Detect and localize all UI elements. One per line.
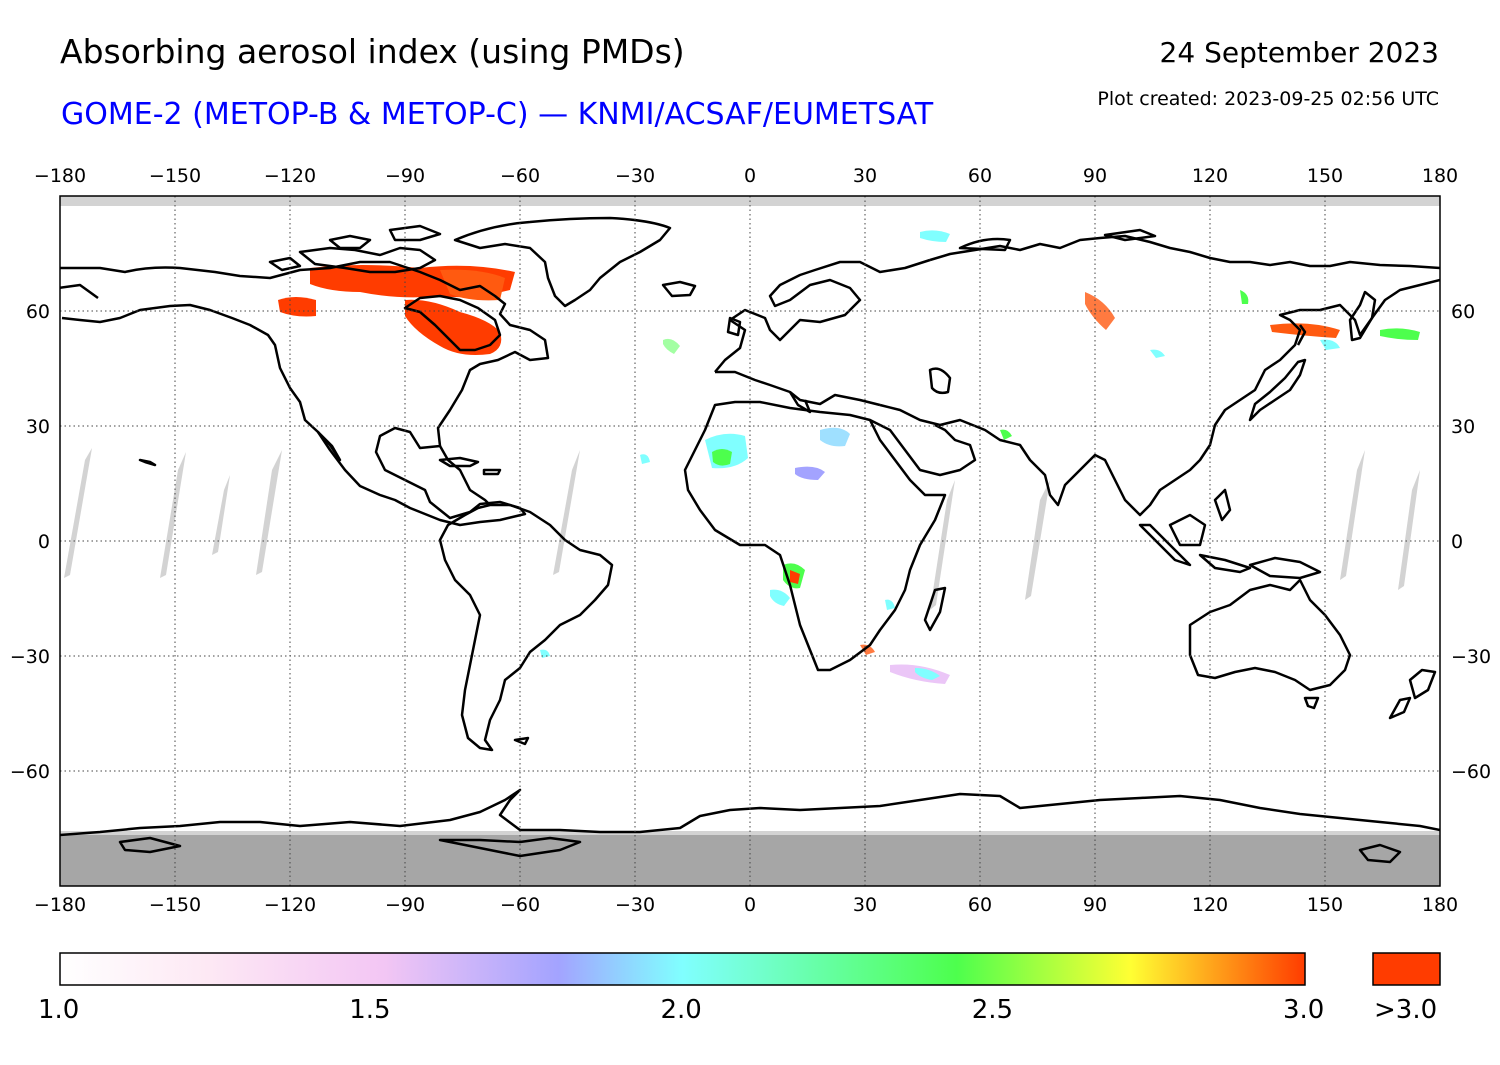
colorbar-tick-label: 2.5 [971, 995, 1014, 1025]
lat-tick-label-left: 60 [26, 301, 50, 323]
lon-tick-label-top: 0 [744, 165, 756, 187]
lon-tick-label-bottom: −180 [34, 894, 86, 916]
lon-tick-label-bottom: −150 [149, 894, 201, 916]
colorbar-tick-label: 1.0 [38, 995, 80, 1025]
lon-tick-label-bottom: −60 [500, 894, 540, 916]
lon-tick-label-top: −90 [385, 165, 425, 187]
lon-tick-label-bottom: 0 [744, 894, 756, 916]
aerosol-signal-patches [278, 230, 1420, 684]
lon-tick-label-top: 180 [1422, 165, 1458, 187]
lon-tick-label-top: 60 [968, 165, 992, 187]
coastlines [60, 216, 1440, 864]
lon-tick-label-bottom: 90 [1083, 894, 1107, 916]
colorbar-over-label: >3.0 [1374, 995, 1438, 1025]
graticule [60, 196, 1440, 886]
map-axis-ticks: −180 −180 −150 −150 −120 −120 −90 −90 −60 −60 −30 −… [10, 165, 1491, 916]
lon-tick-label-bottom: 60 [968, 894, 992, 916]
map-frame [59, 195, 1441, 887]
lon-tick-label-bottom: 150 [1307, 894, 1343, 916]
lat-tick-label-right: 30 [1451, 416, 1475, 438]
lon-tick-label-top: 120 [1192, 165, 1228, 187]
map-panel [60, 196, 1440, 886]
colorbar [59, 952, 1306, 986]
lat-tick-label-left: 30 [26, 416, 50, 438]
lon-tick-label-bottom: −90 [385, 894, 425, 916]
lon-tick-label-top: −150 [149, 165, 201, 187]
lat-tick-label-left: −60 [10, 761, 50, 783]
lon-tick-label-top: −120 [264, 165, 316, 187]
lon-tick-label-top: −30 [615, 165, 655, 187]
orbit-gaps [64, 448, 1420, 610]
lon-tick-label-bottom: 30 [853, 894, 877, 916]
lat-tick-label-right: −60 [1451, 761, 1491, 783]
plot-title: Absorbing aerosol index (using PMDs) [60, 32, 685, 71]
lon-tick-label-bottom: −120 [264, 894, 316, 916]
lon-tick-label-top: 30 [853, 165, 877, 187]
colorbar-over-box [1372, 952, 1441, 986]
lat-tick-label-left: 0 [38, 531, 50, 553]
colorbar-tick-label: 3.0 [1283, 995, 1325, 1025]
lat-tick-label-right: 0 [1451, 531, 1463, 553]
lon-tick-label-top: −180 [34, 165, 86, 187]
lat-tick-label-left: −30 [10, 646, 50, 668]
lat-tick-label-right: 60 [1451, 301, 1475, 323]
lon-tick-label-top: 150 [1307, 165, 1343, 187]
plot-created: Plot created: 2023-09-25 02:56 UTC [1097, 88, 1439, 110]
lon-tick-label-bottom: −30 [615, 894, 655, 916]
colorbar-tick-label: 2.0 [660, 995, 702, 1025]
lon-tick-label-bottom: 120 [1192, 894, 1228, 916]
polar-night-region [60, 835, 1440, 886]
lon-tick-label-bottom: 180 [1422, 894, 1458, 916]
plot-date: 24 September 2023 [1159, 36, 1439, 69]
plot-subtitle: GOME-2 (METOP-B & METOP-C) — KNMI/ACSAF/… [61, 97, 934, 132]
lat-tick-label-right: −30 [1451, 646, 1491, 668]
lon-tick-label-top: 90 [1083, 165, 1107, 187]
lon-tick-label-top: −60 [500, 165, 540, 187]
colorbar-tick-label: 1.5 [349, 995, 391, 1025]
